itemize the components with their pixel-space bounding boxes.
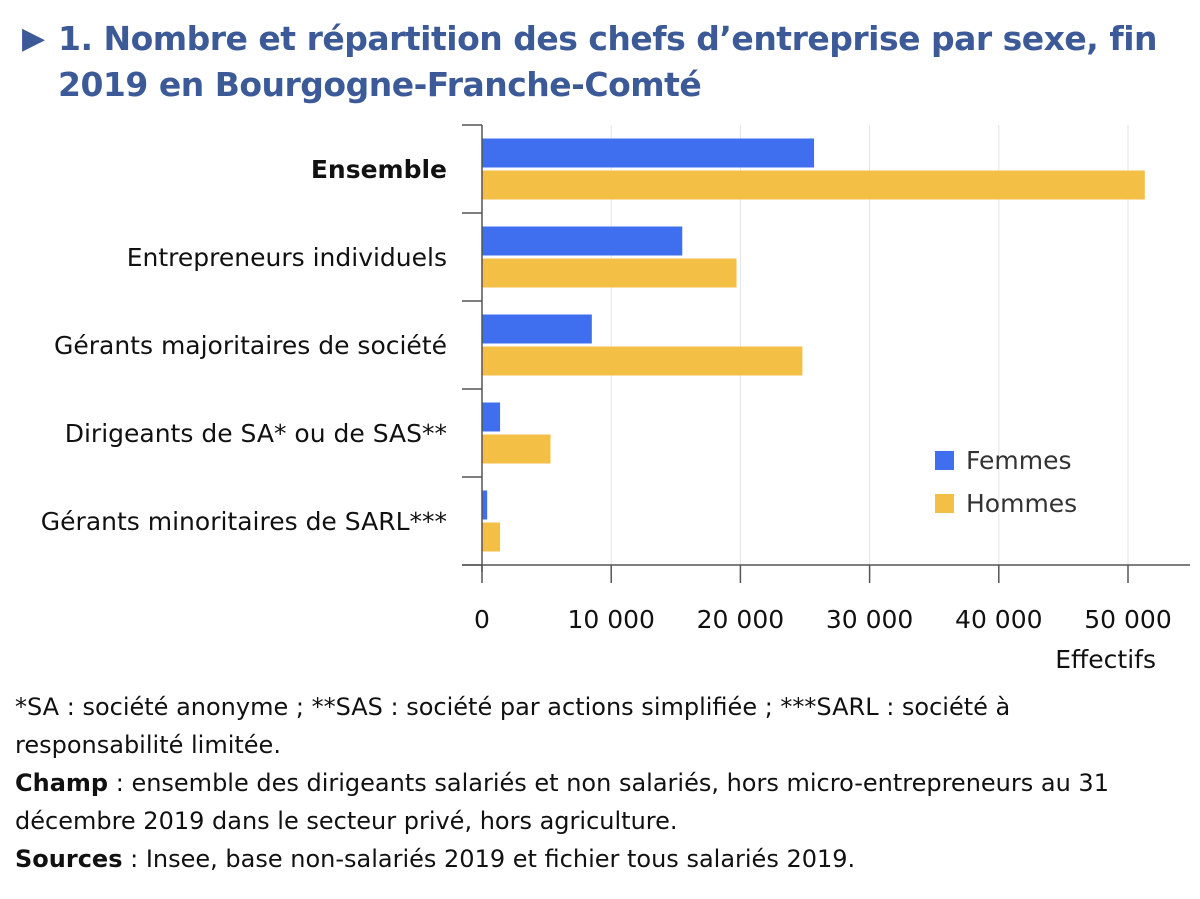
category-label-4: Gérants minoritaires de SARL*** — [41, 507, 447, 536]
legend-label-femmes: Femmes — [966, 446, 1072, 475]
triangle-marker-icon: ▶ — [22, 22, 46, 55]
x-tick-label-4: 40 000 — [955, 605, 1042, 634]
chart-notes: *SA : société anonyme ; **SAS : société … — [15, 688, 1185, 878]
champ-text: : ensemble des dirigeants salariés et no… — [15, 769, 1109, 835]
legend-swatch-hommes — [935, 494, 954, 513]
sources-text: : Insee, base non-salariés 2019 et fichi… — [122, 845, 856, 873]
category-label-0: Ensemble — [311, 155, 447, 184]
x-axis-label: Effectifs — [1055, 645, 1156, 674]
x-tick-label-3: 30 000 — [826, 605, 913, 634]
bar-chart: Ensemble Entrepreneurs individuels Gérants… — [41, 124, 1190, 674]
title-block: ▶ 1. Nombre et répartition des chefs d’e… — [22, 16, 1182, 108]
chart-title: 1. Nombre et répartition des chefs d’ent… — [58, 19, 1158, 104]
category-label-3: Dirigeants de SA* ou de SAS** — [65, 419, 447, 448]
champ-note: Champ : ensemble des dirigeants salariés… — [15, 764, 1185, 840]
bar-hommes-3 — [482, 434, 551, 464]
bar-femmes-1 — [482, 226, 683, 256]
sources-note: Sources : Insee, base non-salariés 2019 … — [15, 840, 1185, 878]
x-tick-label-5: 50 000 — [1084, 605, 1171, 634]
legend-label-hommes: Hommes — [966, 489, 1077, 518]
bar-femmes-4 — [482, 490, 488, 520]
category-label-1: Entrepreneurs individuels — [127, 243, 447, 272]
sources-label: Sources — [15, 845, 123, 873]
bar-hommes-4 — [482, 522, 501, 552]
x-tick-label-2: 20 000 — [697, 605, 784, 634]
bar-hommes-0 — [482, 170, 1145, 200]
legend-swatch-femmes — [935, 451, 954, 470]
bar-hommes-1 — [482, 258, 737, 288]
category-label-2: Gérants majoritaires de société — [54, 331, 447, 360]
bar-femmes-0 — [482, 138, 815, 168]
abbreviations-note: *SA : société anonyme ; **SAS : société … — [15, 693, 1011, 759]
bar-hommes-2 — [482, 346, 803, 376]
x-tick-label-1: 10 000 — [567, 605, 654, 634]
bar-femmes-2 — [482, 314, 592, 344]
x-tick-label-0: 0 — [474, 605, 490, 634]
bar-femmes-3 — [482, 402, 501, 432]
champ-label: Champ — [15, 769, 109, 797]
